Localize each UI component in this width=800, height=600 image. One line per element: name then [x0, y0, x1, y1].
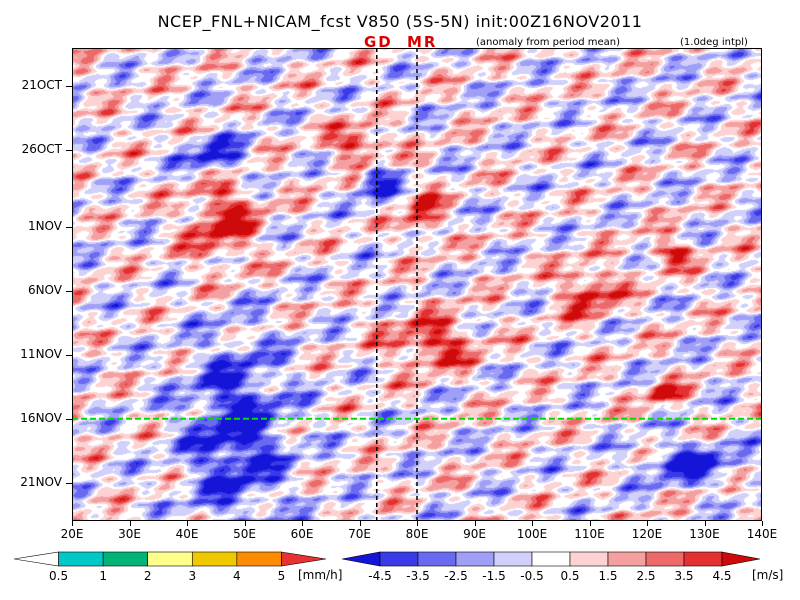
x-tick: [302, 521, 303, 526]
rain-colorbar-segment: [191, 551, 238, 567]
x-tick: [129, 521, 131, 526]
rain-colorbar-segment: [236, 551, 282, 567]
wind-colorbar-unit: [m/s]: [752, 568, 784, 582]
wind-colorbar-label: 1.5: [598, 569, 618, 583]
subtitle-interpolation: (1.0deg intpl): [680, 37, 748, 48]
x-tick-label: 140E: [746, 527, 778, 541]
rain-colorbar-label: 2: [143, 569, 152, 583]
rain-colorbar-label: 1: [99, 569, 107, 583]
x-tick: [244, 521, 246, 526]
marker-gd-label: GD: [364, 33, 393, 51]
x-tick: [532, 521, 533, 526]
wind-colorbar-label: -0.5: [520, 569, 544, 583]
x-tick: [589, 521, 591, 526]
x-tick-label: 80E: [405, 527, 429, 541]
y-tick: [66, 226, 72, 228]
rain-colorbar-unit: [mm/h]: [298, 568, 343, 582]
rain-colorbar-segment: [13, 551, 59, 567]
wind-colorbar-segment: [379, 551, 419, 567]
wind-colorbar-label: 2.5: [636, 569, 656, 583]
x-tick-label: 20E: [60, 527, 84, 541]
chart-title: NCEP_FNL+NICAM_fcst V850 (5S-5N) init:00…: [157, 12, 643, 31]
x-tick-label: 40E: [175, 527, 199, 541]
x-tick: [72, 521, 73, 526]
x-tick-label: 60E: [290, 527, 314, 541]
x-tick-label: 100E: [516, 527, 548, 541]
x-tick: [187, 521, 188, 526]
rain-colorbar-segment: [58, 551, 104, 567]
x-tick-label: 130E: [689, 527, 720, 541]
y-tick-label: 21NOV: [20, 474, 62, 489]
x-tick: [704, 521, 706, 526]
wind-colorbar-label: 4.5: [712, 569, 732, 583]
wind-colorbar-segment: [683, 551, 723, 567]
x-tick: [762, 521, 763, 526]
y-tick-label: 1NOV: [27, 218, 62, 233]
x-tick-label: 70E: [348, 527, 371, 541]
wind-colorbar-segment: [417, 551, 457, 567]
wind-colorbar-segment: [721, 551, 761, 567]
x-tick: [417, 521, 418, 526]
plot-overlay: [72, 48, 762, 521]
rain-colorbar-segment: [147, 551, 193, 567]
wind-colorbar-label: -2.5: [444, 569, 468, 583]
hovmoller-plot: [72, 48, 762, 521]
wind-colorbar-segment: [645, 551, 685, 567]
colorbars: [13, 551, 761, 567]
x-tick-label: 110E: [574, 527, 605, 541]
x-tick-label: 30E: [118, 527, 141, 541]
y-tick: [66, 290, 72, 292]
rain-colorbar-segment: [281, 551, 327, 567]
y-tick: [66, 86, 72, 88]
x-tick-label: 90E: [463, 527, 486, 541]
y-tick: [66, 150, 72, 152]
wind-colorbar-label: -3.5: [406, 569, 430, 583]
y-tick: [66, 418, 72, 420]
x-tick-label: 120E: [631, 527, 663, 541]
rain-colorbar-segment: [102, 551, 149, 567]
y-tick-label: 11NOV: [20, 346, 62, 361]
rain-colorbar-label: 4: [233, 569, 241, 583]
subtitle-anomaly: (anomaly from period mean): [476, 37, 620, 48]
wind-colorbar-label: 0.5: [560, 569, 580, 583]
y-tick-label: 21OCT: [21, 78, 62, 93]
x-tick-label: 50E: [233, 527, 256, 541]
x-tick: [359, 521, 361, 526]
y-tick: [66, 482, 72, 484]
marker-mr-label: MR: [407, 33, 438, 51]
x-tick: [474, 521, 476, 526]
wind-colorbar-segment: [493, 551, 533, 567]
y-tick-label: 6NOV: [27, 282, 62, 297]
x-tick: [647, 521, 648, 526]
y-tick-label: 16NOV: [20, 410, 62, 425]
rain-colorbar-label: 0.5: [49, 569, 69, 583]
y-tick: [66, 354, 72, 356]
wind-colorbar-label: -1.5: [482, 569, 506, 583]
wind-colorbar-segment: [341, 551, 381, 567]
rain-colorbar-label: 5: [277, 569, 286, 583]
wind-colorbar-segment: [607, 551, 647, 567]
wind-colorbar-label: 3.5: [674, 569, 694, 583]
wind-colorbar-label: -4.5: [368, 569, 392, 583]
wind-colorbar-segment: [455, 551, 495, 567]
rain-colorbar-label: 3: [188, 569, 197, 583]
wind-colorbar-segment: [569, 551, 609, 567]
wind-colorbar-segment: [531, 551, 571, 567]
y-tick-label: 26OCT: [21, 142, 62, 157]
